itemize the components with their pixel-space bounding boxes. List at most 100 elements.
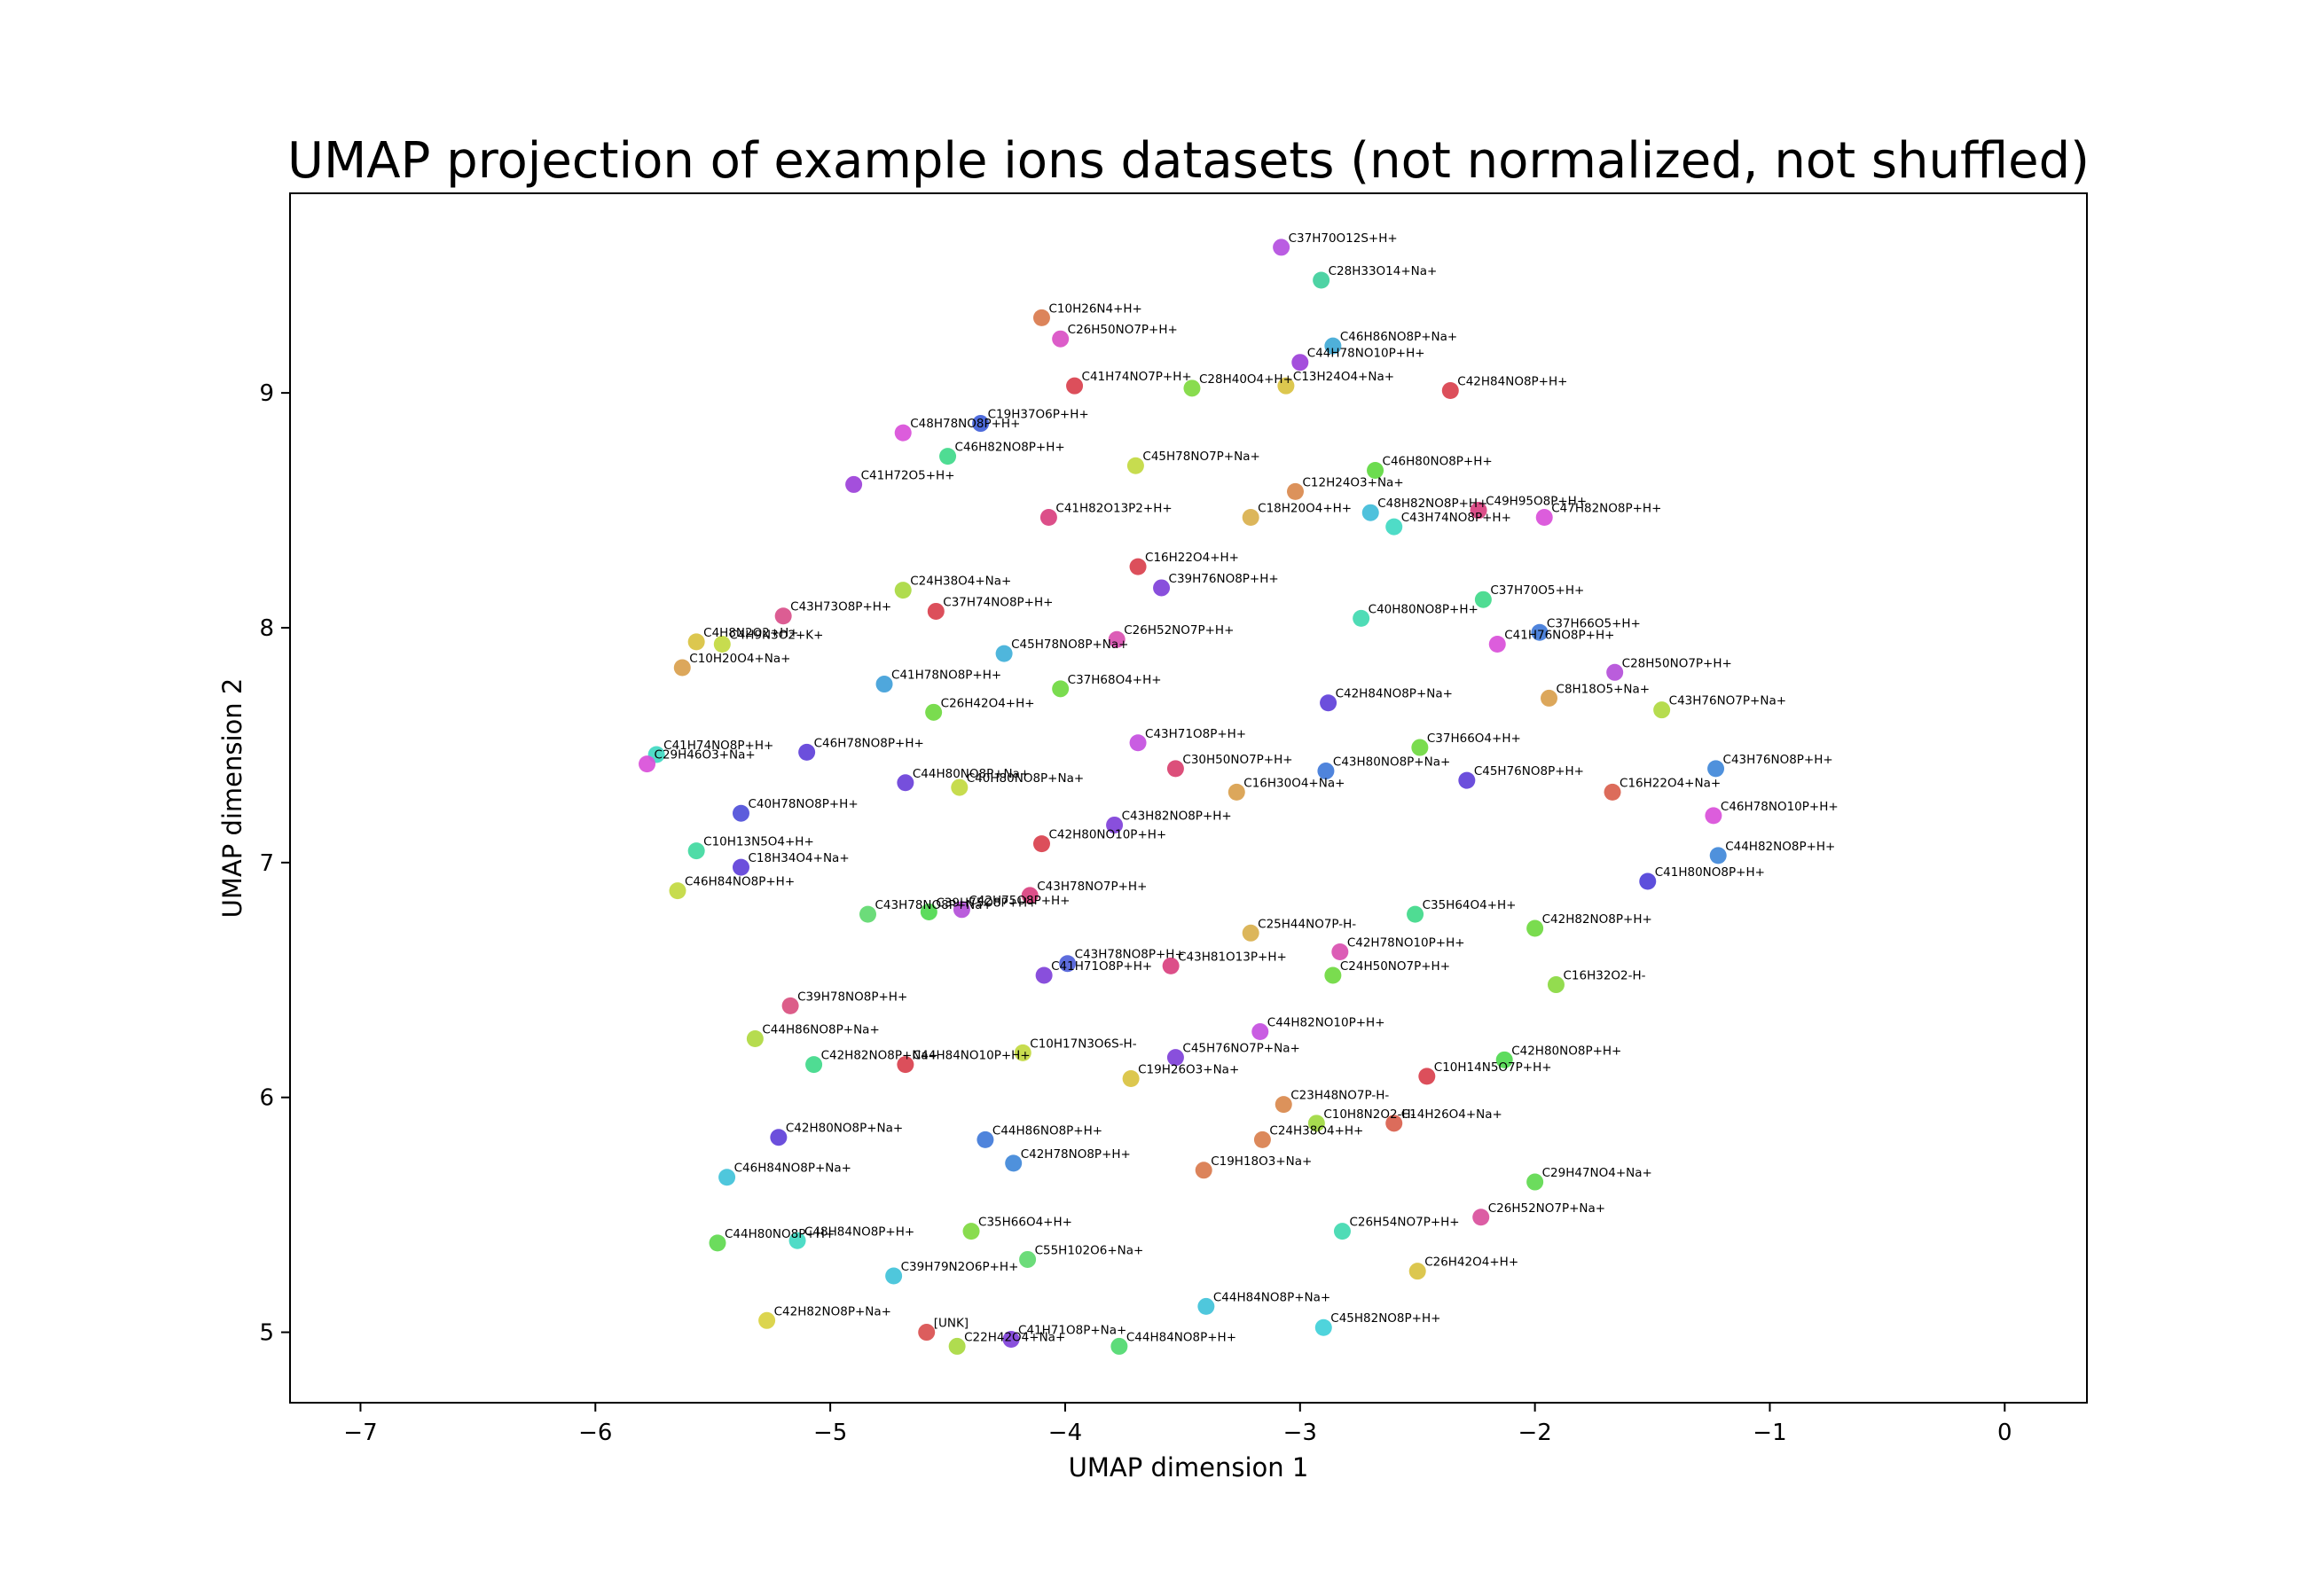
data-point-label: C10H26N4+H+ [1048,301,1141,316]
data-point-label: C41H71O8P+Na+ [1018,1323,1126,1337]
data-point-label: C42H78NO8P+H+ [1021,1147,1131,1162]
data-point-label: C45H76NO8P+H+ [1474,764,1584,778]
x-tick-label: −7 [343,1420,377,1446]
data-point-label: C41H80NO8P+H+ [1655,865,1765,880]
data-point [687,842,705,860]
data-point [1126,457,1144,474]
data-point-label: C48H78NO8P+H+ [910,417,1020,431]
data-point [1707,760,1725,778]
data-point [1709,847,1727,864]
data-point-label: C10H17N3O6S-H- [1030,1037,1136,1051]
data-point-label: C4H8N2O2+H+ [703,626,798,640]
data-point [894,424,912,442]
data-point-label: C44H82NO8P+H+ [1725,840,1835,854]
data-point-label: C24H38O4+Na+ [910,575,1011,589]
data-point [951,778,969,796]
data-point-label: C25H44NO7P-H- [1258,917,1356,931]
data-point-label: C42H80NO8P+H+ [1511,1044,1621,1058]
data-point-label: C46H86NO8P+Na+ [1340,330,1457,344]
data-point [1110,1337,1128,1355]
data-point [1242,508,1259,526]
data-point-label: C45H76NO7P+Na+ [1182,1042,1299,1056]
data-point [718,1169,736,1186]
data-point [918,1324,936,1342]
data-point [1032,835,1050,853]
data-point-label: C43H71O8P+H+ [1145,727,1246,741]
data-point [1320,694,1337,712]
data-point [972,415,990,433]
data-point-label: C41H72O5+H+ [861,468,955,482]
y-tick-label: 9 [259,380,274,407]
data-point-label: C43H78NO7P+H+ [1037,880,1147,894]
data-point-label: C43H74NO8P+H+ [1401,511,1511,525]
data-point [1162,957,1180,974]
data-point [1166,1049,1184,1067]
data-point-label: C40H80NO8P+Na+ [967,771,1084,786]
data-point [1333,1223,1351,1240]
data-point [1488,636,1506,653]
data-point [1314,1318,1332,1336]
data-point-label: C37H68O4+H+ [1068,673,1162,687]
data-point [1273,239,1290,256]
data-point-label: C28H50NO7P+H+ [1622,656,1732,670]
data-point [1108,630,1126,648]
data-point [1472,1209,1490,1226]
data-point-label: C41H74NO7P+H+ [1082,370,1192,384]
data-point-label: C37H66O5+H+ [1547,616,1641,630]
data-point [1526,919,1544,937]
data-point-label: C29H46O3+Na+ [655,748,756,763]
data-point [927,602,945,620]
data-point [1541,689,1558,707]
y-tick-label: 7 [259,850,274,877]
data-point [1324,337,1342,355]
data-point-label: C45H82NO8P+H+ [1330,1311,1440,1326]
data-point [845,475,863,493]
data-point-label: C46H80NO8P+H+ [1383,455,1493,469]
data-point-label: C18H20O4+H+ [1258,501,1352,515]
data-point [1066,377,1084,395]
data-point-label: C43H78NO8P+H+ [1075,948,1185,962]
data-point [1005,1154,1023,1172]
data-point-label: C42H82NO8P+Na+ [774,1304,891,1318]
data-point-label: C19H37O6P+H+ [988,408,1089,422]
data-point-label: C44H84NO10P+H+ [913,1049,1031,1063]
data-point-label: C39H79N2O6P+H+ [901,1260,1019,1274]
data-point [1002,1330,1020,1348]
data-point-label: C37H70O12S+H+ [1289,231,1398,246]
data-point-label: C18H34O4+Na+ [748,851,849,865]
data-point [1014,1044,1031,1061]
chart-title: UMAP projection of example ions datasets… [287,132,2090,190]
data-point-label: C46H82NO8P+H+ [955,441,1065,455]
data-point [939,448,957,466]
data-point [732,804,749,822]
data-point [894,582,912,599]
data-point-label: C26H52NO7P+Na+ [1488,1201,1605,1216]
data-point-label: C44H84NO8P+Na+ [1213,1290,1330,1304]
data-point [1195,1162,1212,1179]
data-point-label: C42H75O8P+H+ [969,894,1070,908]
data-point-label: C41H74NO8P+H+ [663,739,773,753]
data-point-label: C43H78NO8P+Na+ [875,898,992,912]
data-point-label: C19H18O3+Na+ [1211,1154,1312,1169]
data-point-label: C10H14N5O7P+H+ [1434,1060,1552,1075]
x-tick-label: −6 [578,1420,612,1446]
data-point [1129,734,1147,752]
data-point-label: C10H13N5O4+H+ [703,835,814,849]
data-point [687,633,705,651]
data-point-label: C37H74NO8P+H+ [943,595,1053,609]
data-point [948,1337,966,1355]
data-point [1035,966,1053,984]
data-point [1418,1068,1436,1085]
data-point [1059,955,1077,973]
data-point-label: C43H81O13P+H+ [1178,950,1287,964]
data-point-label: C42H80NO10P+H+ [1048,828,1166,842]
data-point-label: C16H22O4+H+ [1145,551,1239,565]
x-tick-label: −3 [1283,1420,1317,1446]
data-point-label: [UNK] [934,1317,969,1331]
y-tick-label: 5 [259,1320,274,1347]
data-point [781,997,799,1014]
data-point-label: C40H80NO8P+H+ [1369,602,1479,616]
data-point-label: C30H50NO7P+H+ [1182,753,1292,767]
data-point [1039,508,1057,526]
data-point-label: C48H84NO8P+H+ [804,1224,914,1239]
